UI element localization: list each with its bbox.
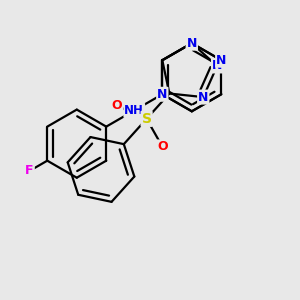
Text: N: N <box>198 91 208 103</box>
Text: O: O <box>112 99 122 112</box>
Text: O: O <box>157 140 168 153</box>
Text: N: N <box>216 54 226 67</box>
Text: NH: NH <box>124 104 144 117</box>
Text: N: N <box>157 88 167 101</box>
Text: N: N <box>212 59 222 73</box>
Text: S: S <box>142 112 152 126</box>
Text: N: N <box>187 37 197 50</box>
Text: F: F <box>25 164 34 177</box>
